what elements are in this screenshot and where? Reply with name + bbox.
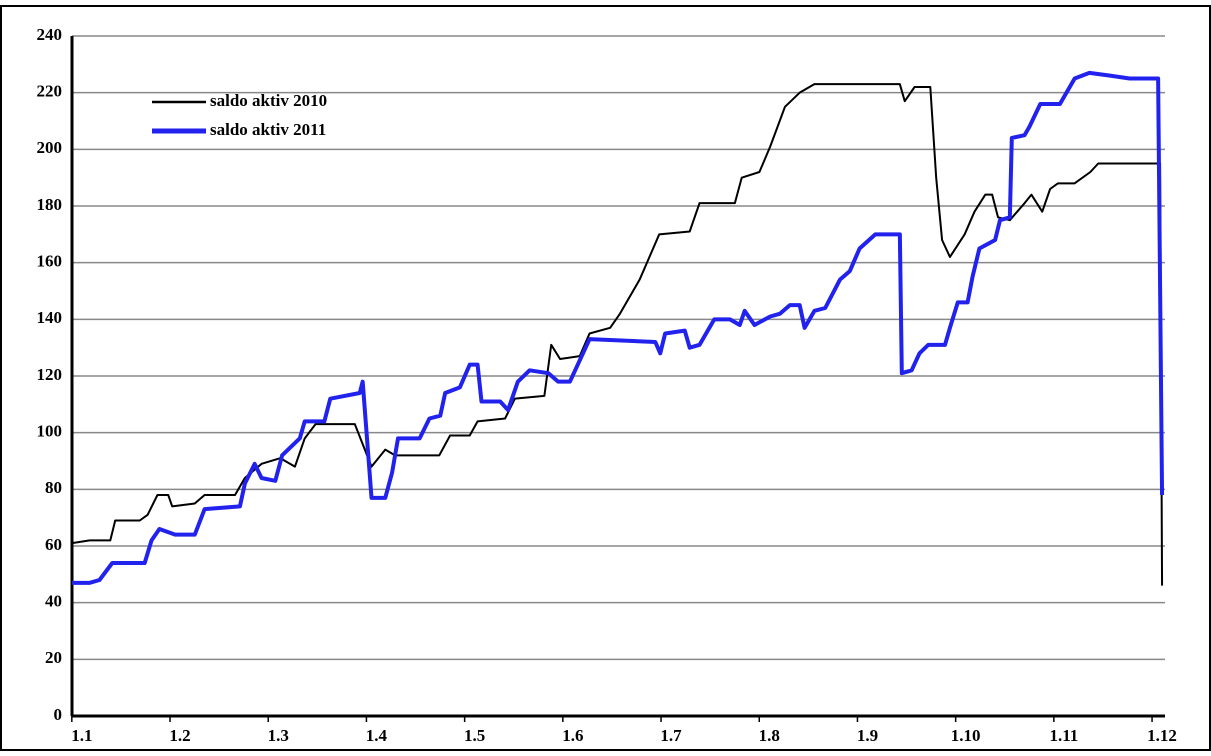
- y-tick-label: 40: [45, 592, 62, 611]
- x-tick-label: 1.4: [366, 726, 388, 745]
- x-tick-label: 1.10: [951, 726, 981, 745]
- x-tick-label: 1.3: [268, 726, 289, 745]
- y-tick-label: 200: [37, 138, 63, 157]
- x-tick-label: 1.12: [1147, 726, 1177, 745]
- x-tick-label: 1.5: [464, 726, 485, 745]
- series-line: [72, 70, 1165, 585]
- y-tick-label: 120: [37, 365, 63, 384]
- y-tick-label: 0: [54, 705, 63, 724]
- y-tick-label: 80: [45, 478, 62, 497]
- y-tick-label: 240: [37, 25, 63, 44]
- x-tick-label: 1.1: [71, 726, 92, 745]
- x-tick-label: 1.6: [562, 726, 583, 745]
- x-tick-label: 1.11: [1049, 726, 1078, 745]
- x-tick-label: 1.2: [169, 726, 190, 745]
- y-tick-label: 20: [45, 648, 62, 667]
- x-tick-label: 1.9: [857, 726, 878, 745]
- y-tick-label: 140: [37, 308, 63, 327]
- chart-border: [0, 5, 1211, 751]
- y-tick-label: 60: [45, 535, 62, 554]
- series-line: [71, 83, 1164, 586]
- x-tick-label: 1.7: [660, 726, 682, 745]
- y-tick-label: 100: [37, 422, 63, 441]
- y-tick-label: 160: [37, 252, 63, 271]
- y-tick-label: 220: [37, 82, 63, 101]
- y-tick-label: 180: [37, 195, 63, 214]
- legend-label: saldo aktiv 2011: [210, 120, 326, 139]
- x-tick-label: 1.8: [759, 726, 780, 745]
- legend-label: saldo aktiv 2010: [210, 91, 327, 110]
